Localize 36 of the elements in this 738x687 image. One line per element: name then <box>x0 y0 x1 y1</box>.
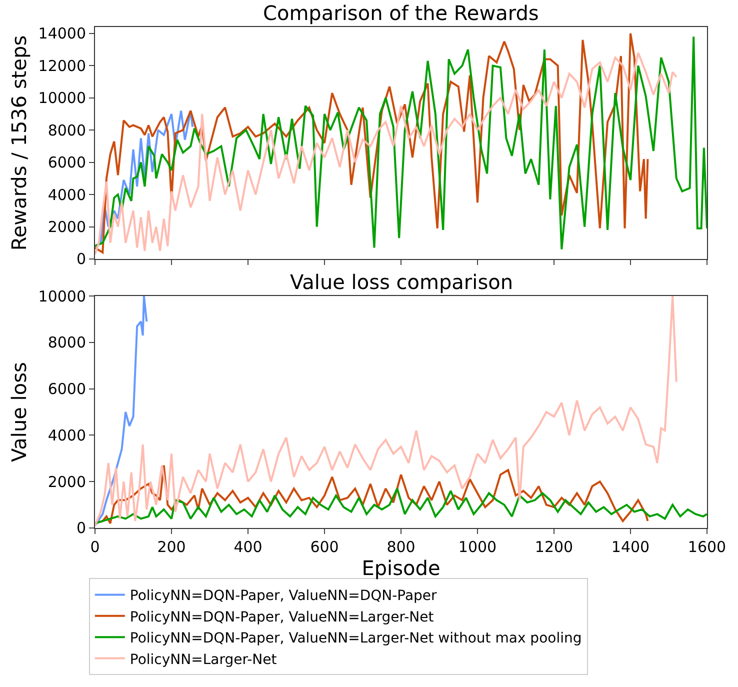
y-tick-label: 0 <box>76 250 86 268</box>
x-tick-label: 1000 <box>458 538 497 556</box>
y-axis-title: Rewards / 1536 steps <box>6 35 31 251</box>
y-tick-label: 6000 <box>48 380 86 398</box>
y-tick-label: 4000 <box>48 186 86 204</box>
chart-title: Comparison of the Rewards <box>263 1 539 25</box>
y-axis-title: Value loss <box>6 362 31 462</box>
y-tick-label: 14000 <box>38 24 86 43</box>
x-tick-label: 800 <box>386 538 416 556</box>
line-series <box>95 296 678 527</box>
x-tick-label: 200 <box>157 538 186 556</box>
y-tick-label: 4000 <box>48 426 86 444</box>
x-axis-title: Episode <box>362 556 440 580</box>
x-tick-label: 1200 <box>534 538 574 556</box>
y-tick-label: 12000 <box>38 56 86 75</box>
legend-label: PolicyNN=DQN-Paper, ValueNN=Larger-Net <box>130 609 434 626</box>
line-series <box>95 488 707 524</box>
y-tick-label: 2000 <box>48 472 86 491</box>
y-tick-label: 10000 <box>38 89 86 108</box>
x-tick-label: 400 <box>234 538 262 556</box>
chart-title: Value loss comparison <box>290 270 514 294</box>
y-tick-label: 10000 <box>38 287 86 306</box>
y-tick-label: 8000 <box>48 334 86 352</box>
legend-label: PolicyNN=Larger-Net <box>130 652 278 668</box>
line-series <box>95 110 194 248</box>
y-tick-label: 0 <box>76 519 86 538</box>
x-tick-label: 600 <box>310 538 339 556</box>
legend-label: PolicyNN=DQN-Paper, ValueNN=DQN-Paper <box>130 588 438 604</box>
legend-label: PolicyNN=DQN-Paper, ValueNN=Larger-Net without max pooling <box>130 630 582 647</box>
y-tick-label: 6000 <box>48 154 86 172</box>
x-tick-label: 1400 <box>611 538 650 556</box>
x-tick-label: 0 <box>90 538 100 556</box>
line-series <box>95 296 148 527</box>
y-tick-label: 2000 <box>48 218 86 236</box>
x-tick-label: 1600 <box>688 538 726 556</box>
y-tick-label: 8000 <box>48 121 86 140</box>
